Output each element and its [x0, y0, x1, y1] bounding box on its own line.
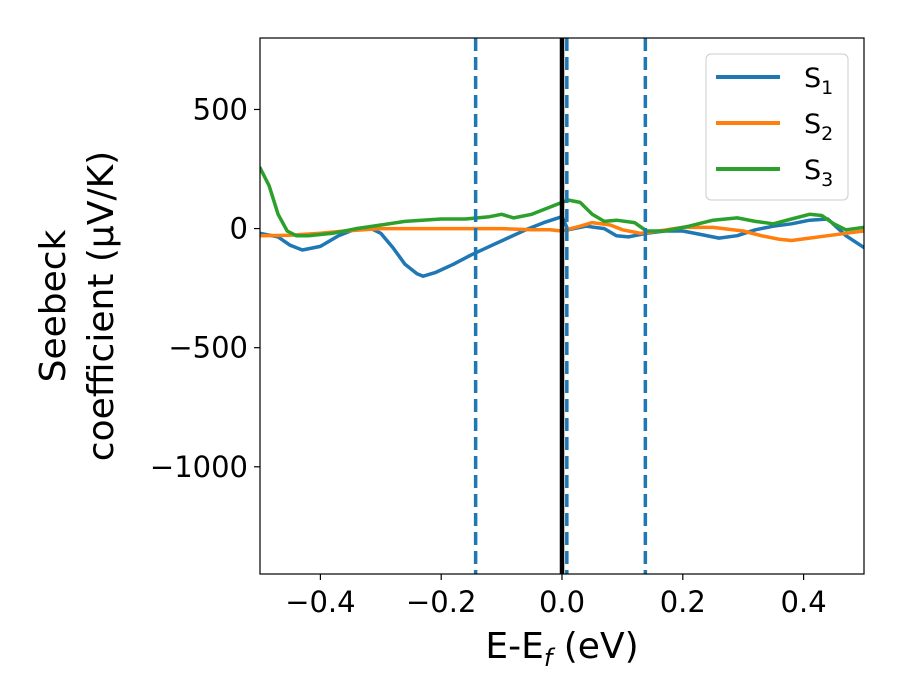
y-tick-label: −500: [168, 331, 248, 365]
legend: S1 S2 S3: [705, 53, 849, 201]
x-tick-label: −0.2: [406, 585, 476, 619]
y-tick-label: 500: [193, 92, 248, 126]
legend-box: [705, 53, 849, 201]
legend-label-s1: S1: [804, 63, 833, 99]
x-axis-label: E-Ef (eV): [485, 626, 638, 672]
y-axis-label-line1: Seebeck: [33, 229, 74, 382]
x-tick-label: −0.4: [285, 585, 355, 619]
x-tick-label: 0.4: [781, 585, 827, 619]
y-axis-label-line2: coefficient (μV/K): [81, 151, 122, 461]
legend-label-s2: S2: [804, 109, 833, 145]
y-tick-label: 0: [230, 212, 248, 246]
y-tick-label: −1000: [150, 450, 248, 484]
series-line-s2: [260, 220, 864, 243]
x-tick-label: 0.2: [660, 585, 706, 619]
legend-label-s3: S3: [804, 155, 833, 191]
x-tick-label: 0.0: [539, 585, 585, 619]
